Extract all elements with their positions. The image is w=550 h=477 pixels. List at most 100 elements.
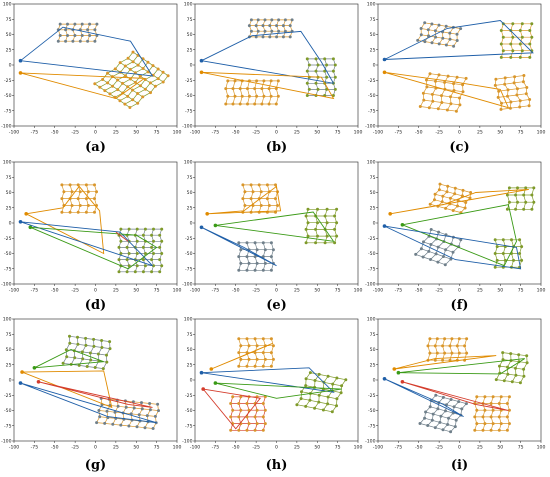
cluster-node xyxy=(84,336,88,340)
cluster-node xyxy=(95,190,98,194)
x-tick-label: 25 xyxy=(113,130,119,136)
cluster-node xyxy=(56,39,60,43)
cluster-node xyxy=(269,268,273,272)
cluster-edge xyxy=(57,23,61,42)
cluster-node xyxy=(148,408,152,412)
cluster-node xyxy=(509,100,513,104)
y-tick-label: 100 xyxy=(3,317,12,323)
x-tick-label: 75 xyxy=(335,445,341,451)
cluster-node xyxy=(516,200,519,204)
cluster-node xyxy=(261,351,265,355)
cluster-node xyxy=(507,395,511,399)
cluster-node xyxy=(255,357,259,361)
y-tick-label: 0 xyxy=(190,221,193,227)
route-blue xyxy=(20,382,157,424)
y-tick-label: 100 xyxy=(367,160,376,166)
cluster-node xyxy=(514,207,518,211)
x-tick-label: 50 xyxy=(497,445,503,451)
y-tick-label: -100 xyxy=(182,282,193,288)
cluster-node xyxy=(454,418,458,422)
cluster-node xyxy=(117,245,121,249)
cluster-edge xyxy=(276,19,279,38)
node-cluster xyxy=(241,183,279,214)
cluster-node xyxy=(427,249,431,253)
cluster-node xyxy=(118,61,122,65)
cluster-node xyxy=(509,55,513,59)
cluster-node xyxy=(70,204,74,207)
cluster-node xyxy=(421,91,425,95)
cluster-node xyxy=(427,106,431,110)
cluster-node xyxy=(116,78,120,82)
cluster-node xyxy=(501,358,505,362)
cluster-node xyxy=(530,35,534,39)
cluster-node xyxy=(483,422,487,426)
node-cluster xyxy=(60,183,98,214)
depot-marker xyxy=(199,370,204,375)
x-tick-label: -25 xyxy=(71,445,79,451)
cluster-node xyxy=(108,347,112,351)
depot-marker xyxy=(382,377,387,381)
cluster-node xyxy=(97,409,101,412)
route-red xyxy=(202,388,262,430)
y-tick-label: 0 xyxy=(190,378,193,384)
cluster-node xyxy=(333,241,337,245)
cluster-node xyxy=(98,415,102,419)
cluster-node xyxy=(335,376,339,380)
cluster-node xyxy=(253,268,257,272)
cluster-node xyxy=(288,24,292,28)
depot-marker xyxy=(199,58,204,63)
cluster-node xyxy=(316,234,319,238)
cluster-node xyxy=(527,104,531,108)
y-tick-label: 75 xyxy=(187,175,193,181)
depot-marker xyxy=(199,70,204,75)
cluster-node xyxy=(513,75,517,79)
y-tick-label: -50 xyxy=(185,408,193,414)
cluster-node xyxy=(532,186,536,190)
cluster-node xyxy=(77,363,81,367)
cluster-node xyxy=(430,92,434,96)
cluster-node xyxy=(86,39,90,43)
panel-caption: (b) xyxy=(266,140,287,155)
cluster-node xyxy=(449,95,452,99)
cluster-node xyxy=(66,34,69,37)
cluster-node xyxy=(249,29,253,33)
cluster-node xyxy=(506,88,510,92)
depot-marker xyxy=(205,212,209,216)
node-cluster xyxy=(93,50,170,109)
cluster-edge xyxy=(225,80,229,105)
cluster-node xyxy=(132,406,136,410)
cluster-node xyxy=(433,192,437,196)
cluster-node xyxy=(68,341,72,345)
y-tick-label: -25 xyxy=(185,393,193,399)
cluster-node xyxy=(111,84,115,88)
cluster-node xyxy=(127,424,131,428)
cluster-node xyxy=(501,49,505,53)
cluster-node xyxy=(233,94,237,98)
cluster-node xyxy=(428,202,432,206)
cluster-node xyxy=(263,408,267,412)
depot-marker xyxy=(18,381,23,385)
cluster-node xyxy=(137,413,141,417)
cluster-node xyxy=(481,428,485,432)
cluster-node xyxy=(240,94,244,98)
y-tick-label: 50 xyxy=(6,347,12,353)
cluster-node xyxy=(446,184,450,188)
cluster-edge xyxy=(434,338,438,361)
cluster-node xyxy=(150,270,154,274)
cluster-node xyxy=(313,379,317,382)
y-tick-label: -100 xyxy=(182,124,193,130)
cluster-node xyxy=(73,22,77,26)
cluster-node xyxy=(92,344,96,348)
cluster-node xyxy=(66,22,69,26)
cluster-node xyxy=(231,395,235,399)
x-tick-label: -25 xyxy=(435,288,443,294)
cluster-node xyxy=(71,39,75,43)
cluster-node xyxy=(429,243,433,246)
cluster-node xyxy=(238,102,242,106)
cluster-node xyxy=(257,183,261,187)
cluster-node xyxy=(305,69,309,73)
cluster-edge xyxy=(427,338,431,361)
cluster-node xyxy=(443,80,447,84)
cluster-node xyxy=(145,414,149,418)
cluster-node xyxy=(326,395,330,399)
